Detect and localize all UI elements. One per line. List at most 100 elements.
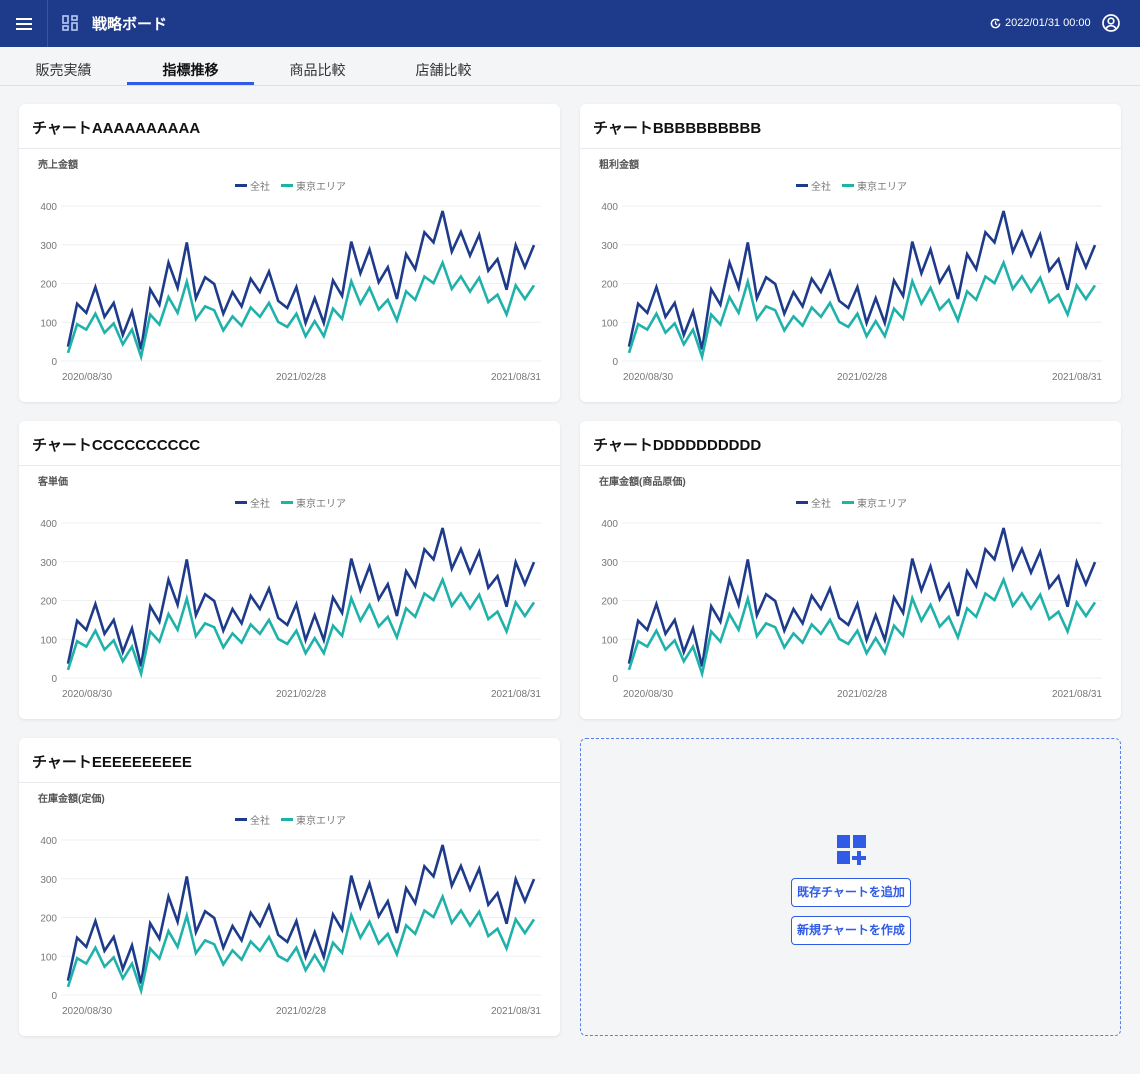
series-line-1 — [66, 259, 536, 362]
tab-metrics-trend[interactable]: 指標推移 — [127, 47, 254, 85]
chart-card: チャートCCCCCCCCCC 客単価全社 東京エリア 0 100 200 300 400 202… — [19, 421, 560, 719]
y-tick-label: 300 — [40, 558, 57, 569]
legend-label: 全社 — [811, 497, 831, 510]
y-tick-label: 200 — [40, 597, 57, 608]
menu-button[interactable] — [0, 0, 48, 47]
chart-card: チャートDDDDDDDDDD 在庫金額(商品原価) 全社 東京エリア 0 100 200 30… — [580, 421, 1121, 719]
legend-swatch — [281, 184, 293, 187]
legend-swatch — [842, 501, 854, 504]
divider — [19, 148, 560, 149]
series-line-1 — [627, 576, 1097, 679]
legend-label: 東京エリア — [296, 180, 346, 193]
chart-title: チャートDDDDDDDDDD — [593, 437, 762, 454]
y-tick-label: 100 — [40, 318, 57, 329]
x-tick-label: 2021/08/31 — [491, 372, 541, 383]
account-icon[interactable] — [1102, 14, 1120, 32]
tab-bar: 販売実績 指標推移 商品比較 店舗比較 — [0, 47, 1140, 86]
divider — [19, 782, 560, 783]
series-line-1 — [66, 893, 536, 996]
legend-label: 東京エリア — [296, 814, 346, 827]
legend-swatch — [235, 184, 247, 187]
y-tick-label: 0 — [51, 674, 57, 685]
last-updated: 2022/01/31 00:00 — [990, 17, 1091, 29]
chart-title: チャートBBBBBBBBBB — [593, 120, 762, 137]
x-tick-label: 2020/08/30 — [623, 689, 673, 700]
x-tick-label: 2020/08/30 — [62, 1006, 112, 1017]
x-tick-label: 2021/08/31 — [491, 689, 541, 700]
chart-title: チャートAAAAAAAAAA — [32, 120, 201, 137]
add-existing-chart-button[interactable]: 既存チャートを追加 — [791, 878, 911, 907]
x-tick-label: 2021/02/28 — [276, 689, 326, 700]
x-tick-label: 2021/08/31 — [1052, 372, 1102, 383]
y-tick-label: 100 — [40, 635, 57, 646]
series-line-0 — [627, 210, 1097, 350]
y-tick-label: 400 — [601, 202, 618, 213]
add-widget-icon — [837, 835, 866, 865]
y-axis-label: 客単価 — [37, 475, 68, 488]
last-updated-text: 2022/01/31 00:00 — [1005, 17, 1091, 29]
chart-card: チャートEEEEEEEEEE 在庫金額(定価) 全社 東京エリア 0 100 200 300 4… — [19, 738, 560, 1036]
legend-label: 東京エリア — [857, 497, 907, 510]
series-line-0 — [627, 527, 1097, 667]
series-line-0 — [66, 527, 536, 667]
line-chart: 在庫金額(商品原価) 全社 東京エリア 0 100 200 300 400 2020/08/30… — [599, 475, 1102, 700]
y-tick-label: 300 — [40, 875, 57, 886]
x-tick-label: 2021/08/31 — [491, 1006, 541, 1017]
chart-card: チャートBBBBBBBBBB 粗利金額 全社 東京エリア 0 100 200 300 400 20… — [580, 104, 1121, 402]
y-tick-label: 0 — [612, 674, 618, 685]
y-tick-label: 200 — [601, 597, 618, 608]
x-tick-label: 2021/02/28 — [276, 1006, 326, 1017]
create-new-chart-button[interactable]: 新規チャートを作成 — [791, 916, 911, 945]
divider — [580, 465, 1121, 466]
y-tick-label: 400 — [40, 519, 57, 530]
series-line-1 — [66, 576, 536, 679]
app-header: 戦略ボード 2022/01/31 00:00 — [0, 0, 1140, 47]
chart-card: チャートAAAAAAAAAA 売上金額 全社 東京エリア 0 100 200 300 400 20… — [19, 104, 560, 402]
x-tick-label: 2020/08/30 — [62, 689, 112, 700]
legend-swatch — [796, 184, 808, 187]
x-tick-label: 2021/08/31 — [1052, 689, 1102, 700]
y-axis-label: 在庫金額(商品原価) — [599, 475, 686, 488]
legend-swatch — [796, 501, 808, 504]
divider — [19, 465, 560, 466]
line-chart: 在庫金額(定価) 全社 東京エリア 0 100 200 300 400 2020/08/30 20… — [38, 792, 541, 1017]
legend-label: 全社 — [250, 497, 270, 510]
y-tick-label: 0 — [612, 357, 618, 368]
legend-swatch — [281, 818, 293, 821]
y-axis-label: 粗利金額 — [599, 158, 639, 171]
y-tick-label: 200 — [40, 280, 57, 291]
dashboard-icon — [62, 15, 78, 31]
chart-title: チャートCCCCCCCCCC — [32, 437, 201, 454]
legend-label: 全社 — [250, 180, 270, 193]
chart-title: チャートEEEEEEEEEE — [32, 754, 192, 771]
y-tick-label: 0 — [51, 991, 57, 1002]
divider — [580, 148, 1121, 149]
x-tick-label: 2021/02/28 — [276, 372, 326, 383]
legend-label: 東京エリア — [857, 180, 907, 193]
y-axis-label: 売上金額 — [38, 158, 78, 171]
y-tick-label: 300 — [601, 558, 618, 569]
series-line-0 — [66, 210, 536, 350]
y-tick-label: 200 — [601, 280, 618, 291]
legend-label: 全社 — [811, 180, 831, 193]
legend-swatch — [235, 501, 247, 504]
refresh-clock-icon — [990, 17, 1001, 28]
legend-swatch — [281, 501, 293, 504]
y-tick-label: 0 — [51, 357, 57, 368]
tab-product-compare[interactable]: 商品比較 — [289, 62, 346, 78]
x-tick-label: 2020/08/30 — [623, 372, 673, 383]
app-title: 戦略ボード — [92, 16, 168, 33]
y-tick-label: 100 — [601, 635, 618, 646]
tab-store-compare[interactable]: 店舗比較 — [415, 62, 472, 78]
add-chart-panel: 既存チャートを追加 新規チャートを作成 — [580, 738, 1121, 1036]
hamburger-icon — [15, 17, 32, 30]
y-tick-label: 400 — [40, 836, 57, 847]
x-tick-label: 2021/02/28 — [837, 689, 887, 700]
y-tick-label: 100 — [601, 318, 618, 329]
legend-label: 東京エリア — [296, 497, 346, 510]
y-tick-label: 400 — [601, 519, 618, 530]
tab-sales[interactable]: 販売実績 — [35, 62, 92, 78]
